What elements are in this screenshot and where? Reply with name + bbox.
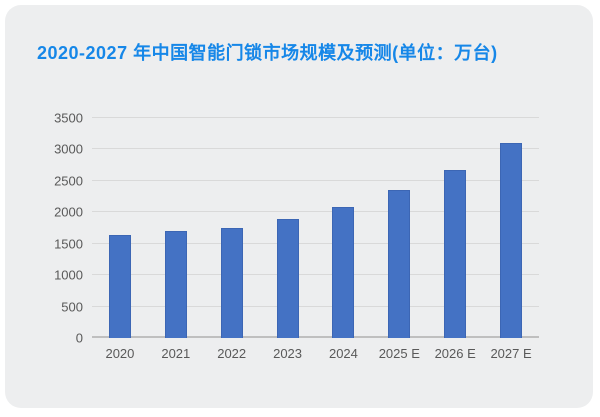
bar-series <box>92 118 539 338</box>
bar-2025-E <box>388 190 411 338</box>
bar-2026-E <box>444 169 467 338</box>
gridline <box>92 242 539 244</box>
gridline <box>92 211 539 213</box>
x-tick-label: 2024 <box>328 346 358 361</box>
y-tick-label: 2000 <box>54 204 83 220</box>
gridline <box>92 148 539 150</box>
y-tick-label: 3500 <box>54 110 83 126</box>
bar-slot <box>260 118 316 338</box>
x-tick-label: 2027 E <box>490 346 532 361</box>
chart-card: 2020-2027 年中国智能门锁市场规模及预测(单位：万台) 0 500 1000… <box>5 5 593 408</box>
chart-title: 2020-2027 年中国智能门锁市场规模及预测(单位：万台) <box>37 43 498 63</box>
x-tick-label: 2020 <box>105 346 135 361</box>
bar-chart-plot-area: 0 500 1000 1500 2000 2500 3000 3500 <box>54 111 539 346</box>
gridline <box>92 179 539 181</box>
x-tick-label: 2021 <box>161 346 191 361</box>
gridline <box>92 117 539 118</box>
bar-2021 <box>164 231 187 338</box>
bar-slot <box>483 118 539 338</box>
bar-slot <box>92 118 148 338</box>
bar-2027-E <box>500 143 523 338</box>
x-axis: 2020 2021 2022 2023 2024 2025 E 2026 E 2027 E <box>92 346 539 361</box>
bar-slot <box>371 118 427 338</box>
y-tick-label: 2500 <box>54 173 83 189</box>
bar-slot <box>204 118 260 338</box>
bar-2020 <box>108 234 131 338</box>
y-tick-label: 3000 <box>54 141 83 157</box>
bar-slot <box>148 118 204 338</box>
x-tick-label: 2022 <box>217 346 247 361</box>
y-tick-label: 500 <box>61 299 83 315</box>
y-tick-label: 0 <box>75 330 83 346</box>
y-tick-label: 1500 <box>54 236 83 252</box>
x-axis-baseline <box>92 336 539 338</box>
y-tick-label: 1000 <box>54 267 83 283</box>
bar-2023 <box>276 218 299 338</box>
bar-slot <box>427 118 483 338</box>
x-tick-label: 2026 E <box>434 346 476 361</box>
bar-2024 <box>332 206 355 338</box>
bar-slot <box>316 118 372 338</box>
gridline <box>92 274 539 276</box>
bar-2022 <box>220 228 243 338</box>
x-tick-label: 2023 <box>273 346 303 361</box>
gridline <box>92 305 539 307</box>
x-tick-label: 2025 E <box>378 346 420 361</box>
